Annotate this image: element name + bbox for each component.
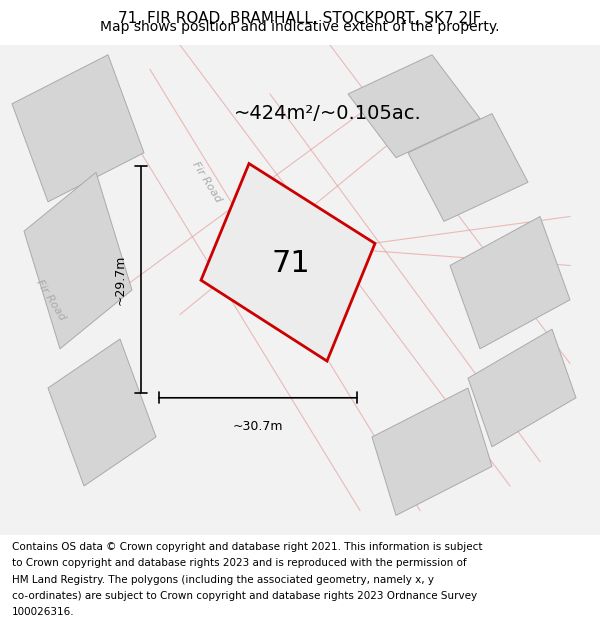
Polygon shape [468,329,576,447]
Text: Contains OS data © Crown copyright and database right 2021. This information is : Contains OS data © Crown copyright and d… [12,542,482,552]
Text: 71, FIR ROAD, BRAMHALL, STOCKPORT, SK7 2JF: 71, FIR ROAD, BRAMHALL, STOCKPORT, SK7 2… [118,11,482,26]
Text: HM Land Registry. The polygons (including the associated geometry, namely x, y: HM Land Registry. The polygons (includin… [12,574,434,584]
Polygon shape [372,388,492,516]
Polygon shape [48,339,156,486]
Text: ~29.7m: ~29.7m [113,254,127,304]
Text: ~424m²/~0.105ac.: ~424m²/~0.105ac. [234,104,422,123]
Text: co-ordinates) are subject to Crown copyright and database rights 2023 Ordnance S: co-ordinates) are subject to Crown copyr… [12,591,477,601]
Text: to Crown copyright and database rights 2023 and is reproduced with the permissio: to Crown copyright and database rights 2… [12,558,467,568]
Text: Fir Road: Fir Road [191,160,223,204]
Polygon shape [24,173,132,349]
Polygon shape [348,55,480,158]
Polygon shape [450,216,570,349]
Polygon shape [408,114,528,221]
Text: ~30.7m: ~30.7m [233,420,283,433]
Polygon shape [12,55,144,202]
Text: Fir Road: Fir Road [35,278,67,322]
Text: 100026316.: 100026316. [12,607,74,617]
Text: Map shows position and indicative extent of the property.: Map shows position and indicative extent… [100,20,500,34]
Polygon shape [201,164,375,361]
Text: 71: 71 [272,249,310,278]
